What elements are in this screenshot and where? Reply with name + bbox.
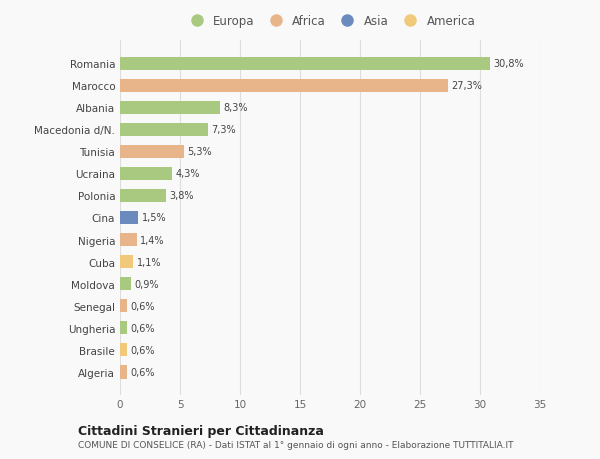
Bar <box>120 343 127 357</box>
Bar <box>120 365 127 379</box>
Text: 1,4%: 1,4% <box>140 235 165 245</box>
Bar <box>120 255 133 269</box>
Bar <box>120 189 166 203</box>
Text: 5,3%: 5,3% <box>187 147 212 157</box>
Bar <box>120 101 220 115</box>
Text: COMUNE DI CONSELICE (RA) - Dati ISTAT al 1° gennaio di ogni anno - Elaborazione : COMUNE DI CONSELICE (RA) - Dati ISTAT al… <box>78 441 514 449</box>
Bar <box>120 57 490 71</box>
Bar <box>120 299 127 313</box>
Text: 8,3%: 8,3% <box>223 103 248 113</box>
Text: 0,6%: 0,6% <box>131 367 155 377</box>
Text: 0,6%: 0,6% <box>131 301 155 311</box>
Text: 0,6%: 0,6% <box>131 345 155 355</box>
Text: 27,3%: 27,3% <box>451 81 482 91</box>
Bar <box>120 167 172 181</box>
Text: 30,8%: 30,8% <box>493 59 524 69</box>
Text: 0,9%: 0,9% <box>134 279 159 289</box>
Text: 4,3%: 4,3% <box>175 169 200 179</box>
Text: 1,5%: 1,5% <box>142 213 166 223</box>
Text: 0,6%: 0,6% <box>131 323 155 333</box>
Bar <box>120 211 138 225</box>
Text: Cittadini Stranieri per Cittadinanza: Cittadini Stranieri per Cittadinanza <box>78 424 324 437</box>
Bar <box>120 277 131 291</box>
Bar <box>120 146 184 159</box>
Text: 1,1%: 1,1% <box>137 257 161 267</box>
Bar <box>120 321 127 335</box>
Text: 7,3%: 7,3% <box>211 125 236 135</box>
Bar <box>120 79 448 93</box>
Text: 3,8%: 3,8% <box>169 191 194 201</box>
Legend: Europa, Africa, Asia, America: Europa, Africa, Asia, America <box>181 12 479 32</box>
Bar <box>120 123 208 137</box>
Bar <box>120 233 137 247</box>
